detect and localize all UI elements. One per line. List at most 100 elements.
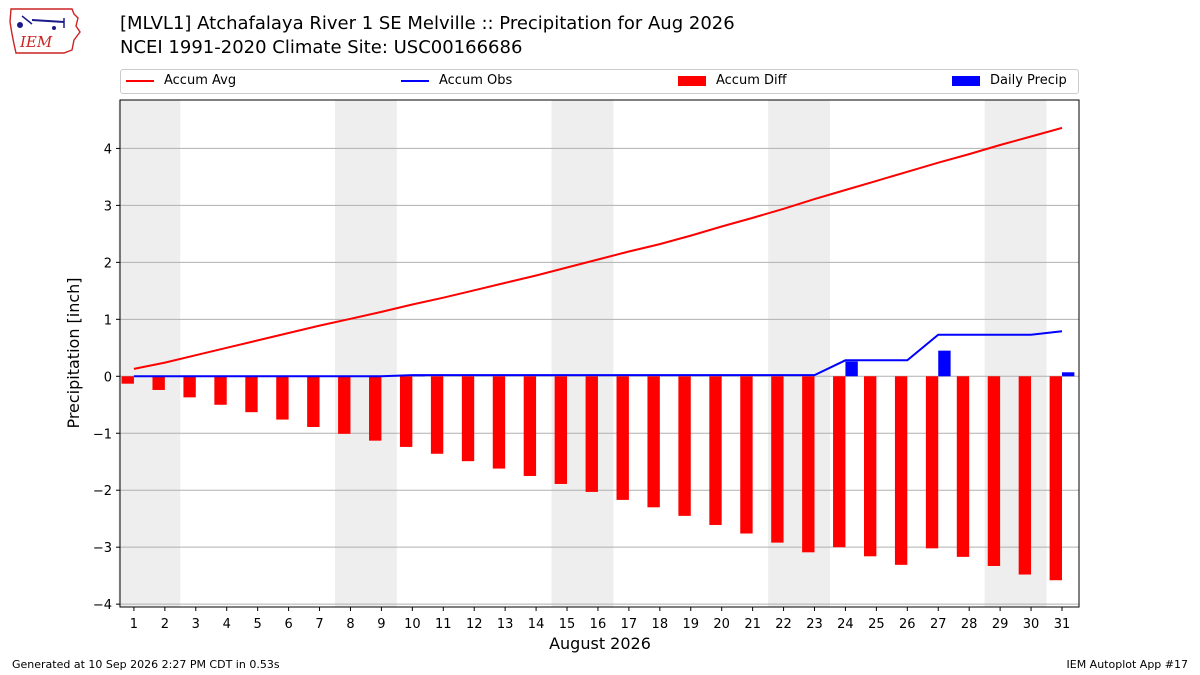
accum-diff-bar xyxy=(987,376,1001,566)
x-tick-label: 30 xyxy=(1023,617,1040,632)
x-tick-label: 5 xyxy=(254,617,262,632)
daily-precip-bar xyxy=(938,350,951,377)
chart-subtitle: NCEI 1991-2020 Climate Site: USC00166686 xyxy=(120,37,523,58)
y-tick-label: 2 xyxy=(104,256,112,271)
legend-label-accum-obs: Accum Obs xyxy=(439,73,513,88)
accum-diff-bar xyxy=(183,376,196,398)
x-tick-label: 11 xyxy=(435,617,452,632)
x-tick-label: 21 xyxy=(744,617,761,632)
weekend-band xyxy=(335,100,397,607)
accum-diff-bar xyxy=(616,376,629,500)
x-axis-label: August 2026 xyxy=(549,634,651,653)
legend: Accum Avg Accum Obs Accum Diff Daily Pre… xyxy=(120,69,1079,94)
x-tick-label: 16 xyxy=(590,617,607,632)
daily-precip-bar xyxy=(845,361,858,377)
accum-diff-bar xyxy=(647,376,660,508)
legend-swatch-accum-obs xyxy=(401,79,429,82)
x-tick-label: 10 xyxy=(404,617,421,632)
x-tick-label: 23 xyxy=(806,617,823,632)
legend-label-accum-diff: Accum Diff xyxy=(716,73,787,88)
accum-diff-bar xyxy=(863,376,877,557)
y-tick-label: −4 xyxy=(93,598,112,613)
daily-precip-bars xyxy=(412,350,1075,377)
accum-diff-bar xyxy=(338,376,351,434)
y-tick-label: −2 xyxy=(93,484,112,499)
x-tick-label: 3 xyxy=(192,617,200,632)
legend-swatch-accum-avg xyxy=(126,79,154,82)
x-tick-label: 27 xyxy=(930,617,947,632)
x-tick-label: 25 xyxy=(868,617,885,632)
chart-title: [MLVL1] Atchafalaya River 1 SE Melville … xyxy=(120,13,735,34)
accum-diff-bar xyxy=(492,376,506,469)
x-tick-label: 28 xyxy=(961,617,978,632)
accum-diff-bar xyxy=(399,376,413,447)
x-tick-label: 8 xyxy=(346,617,354,632)
accum-diff-bar xyxy=(740,376,753,534)
accum-diff-bar xyxy=(554,376,568,484)
x-tick-label: 18 xyxy=(652,617,669,632)
x-tick-label: 19 xyxy=(682,617,699,632)
y-axis-label: Precipitation [inch] xyxy=(64,277,83,428)
y-tick-label: −1 xyxy=(93,427,112,442)
accum-diff-bar xyxy=(771,376,784,543)
legend-label-accum-avg: Accum Avg xyxy=(164,73,237,88)
accum-diff-bar xyxy=(276,376,289,420)
legend-item-daily-precip: Daily Precip xyxy=(952,73,1067,88)
accum-diff-bar xyxy=(307,376,320,427)
accum-diff-bars xyxy=(121,376,1062,581)
y-tick-label: 1 xyxy=(104,313,112,328)
x-tick-label: 13 xyxy=(497,617,514,632)
generated-timestamp: Generated at 10 Sep 2026 2:27 PM CDT in … xyxy=(12,658,280,671)
x-tick-label: 4 xyxy=(223,617,231,632)
x-tick-label: 22 xyxy=(775,617,792,632)
legend-item-accum-obs: Accum Obs xyxy=(401,73,512,88)
accum-diff-bar xyxy=(894,376,908,565)
accum-diff-bar xyxy=(1018,376,1032,575)
accum-obs-line xyxy=(133,330,1063,378)
legend-label-daily-precip: Daily Precip xyxy=(990,73,1067,88)
accum-diff-bar xyxy=(214,376,227,405)
iem-logo: IEM xyxy=(8,6,82,58)
y-tick-label: 0 xyxy=(104,370,112,385)
legend-swatch-accum-diff xyxy=(678,75,706,86)
x-tick-label: 2 xyxy=(161,617,169,632)
accum-diff-bar xyxy=(956,376,970,557)
accum-avg-line xyxy=(133,126,1063,370)
y-axis-ticks: −4 −3 −2 −1 0 1 2 3 4 xyxy=(93,142,120,613)
plot-frame xyxy=(119,99,1080,608)
x-tick-label: 20 xyxy=(713,617,730,632)
accum-diff-bar xyxy=(678,376,691,516)
x-tick-label: 17 xyxy=(621,617,638,632)
accum-diff-bar xyxy=(833,376,846,548)
legend-item-accum-avg: Accum Avg xyxy=(126,73,236,88)
x-tick-label: 15 xyxy=(559,617,576,632)
accum-diff-bar xyxy=(461,376,475,462)
x-tick-label: 14 xyxy=(528,617,545,632)
x-tick-label: 6 xyxy=(284,617,292,632)
x-tick-label: 26 xyxy=(899,617,916,632)
accum-diff-bar xyxy=(121,376,134,384)
accum-diff-bar xyxy=(369,376,382,441)
accum-diff-bar xyxy=(802,376,815,553)
x-tick-label: 31 xyxy=(1054,617,1071,632)
weekend-band xyxy=(118,100,181,607)
x-tick-label: 29 xyxy=(992,617,1009,632)
grid-lines xyxy=(120,147,1079,605)
iowa-map-icon: IEM xyxy=(9,8,81,54)
x-tick-label: 24 xyxy=(837,617,854,632)
legend-swatch-daily-precip xyxy=(952,75,980,86)
accum-diff-bar xyxy=(152,376,165,390)
x-tick-label: 7 xyxy=(315,617,323,632)
y-tick-label: 3 xyxy=(104,199,112,214)
y-tick-label: 4 xyxy=(104,142,112,157)
daily-precip-bar xyxy=(1061,372,1075,377)
legend-item-accum-diff: Accum Diff xyxy=(678,73,787,88)
weekend-band xyxy=(551,100,614,607)
logo-text: IEM xyxy=(19,33,53,51)
accum-diff-bar xyxy=(245,376,258,413)
app-credit: IEM Autoplot App #17 xyxy=(1066,658,1189,671)
accum-diff-bar xyxy=(1049,376,1062,581)
accum-diff-bar xyxy=(585,376,598,492)
x-tick-label: 12 xyxy=(466,617,483,632)
